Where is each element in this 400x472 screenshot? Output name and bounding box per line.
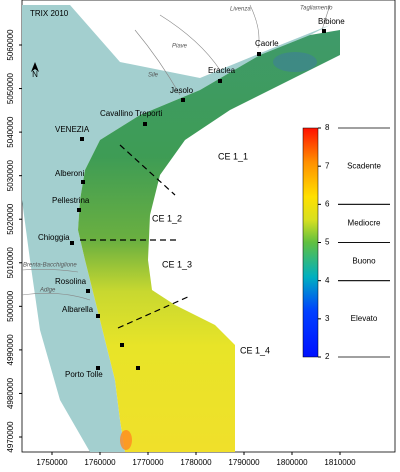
river-label: Livenza: [230, 7, 251, 13]
y-tick-label: 5040000: [6, 116, 15, 148]
land: [22, 5, 330, 452]
map-title: TRIX 2010: [30, 9, 69, 18]
x-tick-label: 1770000: [132, 458, 164, 467]
zone-label: CE 1_3: [162, 259, 192, 269]
place-label: VENEZIA: [55, 125, 90, 134]
river-label: Tagliamento: [300, 6, 333, 12]
north-arrow: N: [31, 62, 39, 79]
colorbar-tick-label: 2: [325, 352, 330, 361]
y-tick-label: 5050000: [6, 72, 15, 104]
colorbar-tick-label: 6: [325, 199, 330, 208]
y-tick-label: 5010000: [6, 247, 15, 279]
place-label: Pellestrina: [52, 196, 90, 205]
colorbar-tick-label: 3: [325, 314, 330, 323]
river-label: Adige: [39, 288, 56, 294]
zone-label: CE 1_2: [152, 213, 182, 223]
colorbar-tick-label: 4: [325, 276, 330, 285]
x-tick-label: 1780000: [180, 458, 212, 467]
colorbar-tick-label: 7: [325, 161, 330, 170]
place-label: Caorle: [255, 39, 279, 48]
x-tick-label: 1790000: [228, 458, 260, 467]
colorbar-tick-label: 8: [325, 123, 330, 132]
high-zone: [120, 430, 132, 450]
class-label: Mediocre: [348, 219, 381, 228]
zone-label: CE 1_1: [218, 151, 248, 161]
class-label: Elevato: [351, 314, 378, 323]
rivers: [21, 4, 331, 301]
place-label: Cavallino Treporti: [100, 109, 162, 118]
x-tick-label: 1810000: [324, 458, 356, 467]
place-markers: [70, 29, 326, 370]
colorbar-tick-label: 5: [325, 238, 330, 247]
class-label: Buono: [352, 257, 376, 266]
place-label: Porto Tolle: [65, 370, 103, 379]
y-tick-label: 4970000: [6, 421, 15, 453]
x-tick-label: 1750000: [36, 458, 68, 467]
place-label: Rosolina: [55, 277, 87, 286]
y-tick-label: 5020000: [6, 203, 15, 235]
colorbar: [302, 127, 319, 358]
y-tick-label: 4980000: [6, 377, 15, 409]
x-tick-label: 1760000: [84, 458, 116, 467]
north-label: N: [32, 70, 38, 79]
zone-label: CE 1_4: [240, 345, 270, 355]
sea-band: [78, 30, 340, 452]
y-tick-label: 5030000: [6, 160, 15, 192]
place-label: Eraclea: [208, 66, 236, 75]
class-label: Scadente: [347, 161, 381, 170]
x-tick-label: 1800000: [276, 458, 308, 467]
place-label: Jesolo: [170, 86, 194, 95]
place-label: Bibione: [318, 17, 345, 26]
place-label: Albarella: [62, 305, 94, 314]
place-label: Chioggia: [38, 233, 70, 242]
river-label: Piave: [172, 44, 188, 50]
y-tick-label: 4990000: [6, 334, 15, 366]
river-label: Brenta-Bacchiglione: [23, 263, 77, 269]
low-zone: [273, 52, 317, 72]
y-tick-label: 5000000: [6, 290, 15, 322]
river-label: Sile: [148, 73, 159, 79]
y-tick-label: 5060000: [6, 29, 15, 61]
zone-borders: [80, 144, 191, 329]
place-label: Alberoni: [55, 169, 85, 178]
